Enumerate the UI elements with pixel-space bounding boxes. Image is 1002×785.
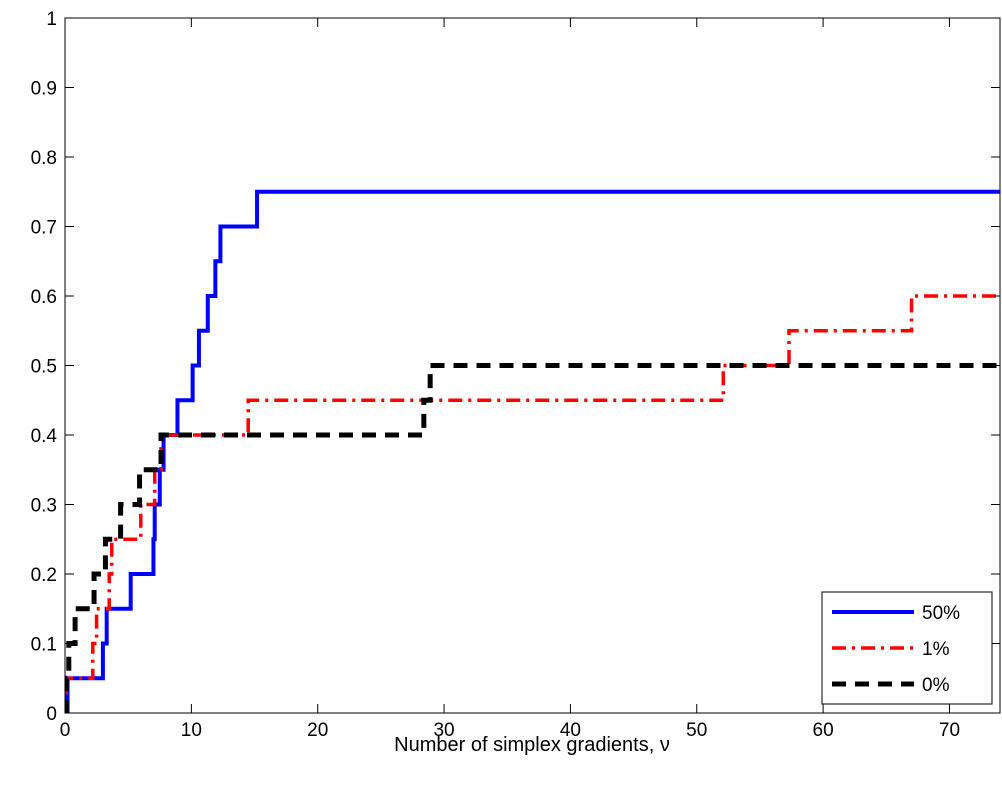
y-tick-label: 0.9 bbox=[31, 79, 57, 100]
legend-label: 1% bbox=[922, 639, 950, 660]
x-tick-label: 20 bbox=[307, 720, 328, 741]
y-tick-label: 0.2 bbox=[31, 565, 57, 586]
y-tick-label: 1 bbox=[46, 9, 57, 30]
x-tick-label: 10 bbox=[181, 720, 202, 741]
legend-label: 50% bbox=[922, 603, 960, 624]
x-tick-label: 40 bbox=[560, 720, 581, 741]
x-axis-label: Number of simplex gradients, ν bbox=[394, 734, 670, 756]
x-tick-label: 70 bbox=[939, 720, 960, 741]
y-tick-label: 0.4 bbox=[31, 426, 58, 447]
y-tick-label: 0.6 bbox=[31, 287, 57, 308]
y-tick-label: 0 bbox=[46, 704, 57, 725]
legend-box bbox=[821, 591, 993, 705]
y-tick-label: 0.8 bbox=[31, 148, 57, 169]
x-tick-label: 30 bbox=[433, 720, 454, 741]
x-tick-label: 50 bbox=[686, 720, 707, 741]
x-tick-label: 60 bbox=[813, 720, 834, 741]
series-line-3 bbox=[65, 363, 1000, 713]
x-tick-label: 0 bbox=[60, 720, 71, 741]
y-tick-label: 0.7 bbox=[31, 218, 57, 239]
series-layer bbox=[65, 189, 1000, 713]
ticks-layer: 0 10 20 30 40 50 60 70 0 0.1 0.2 0.3 0.4 0.5 0.6 0.7 0.8… bbox=[31, 9, 1000, 741]
y-tick-label: 0.5 bbox=[31, 357, 57, 378]
y-tick-label: 0.1 bbox=[31, 635, 57, 656]
series-line-2 bbox=[65, 294, 1000, 713]
legend-label: 0% bbox=[922, 675, 950, 696]
series-line-1 bbox=[65, 189, 1000, 713]
y-tick-label: 0.3 bbox=[31, 496, 57, 517]
plot-frame bbox=[64, 17, 1001, 714]
legend: 50% 1% 0% bbox=[821, 591, 993, 705]
